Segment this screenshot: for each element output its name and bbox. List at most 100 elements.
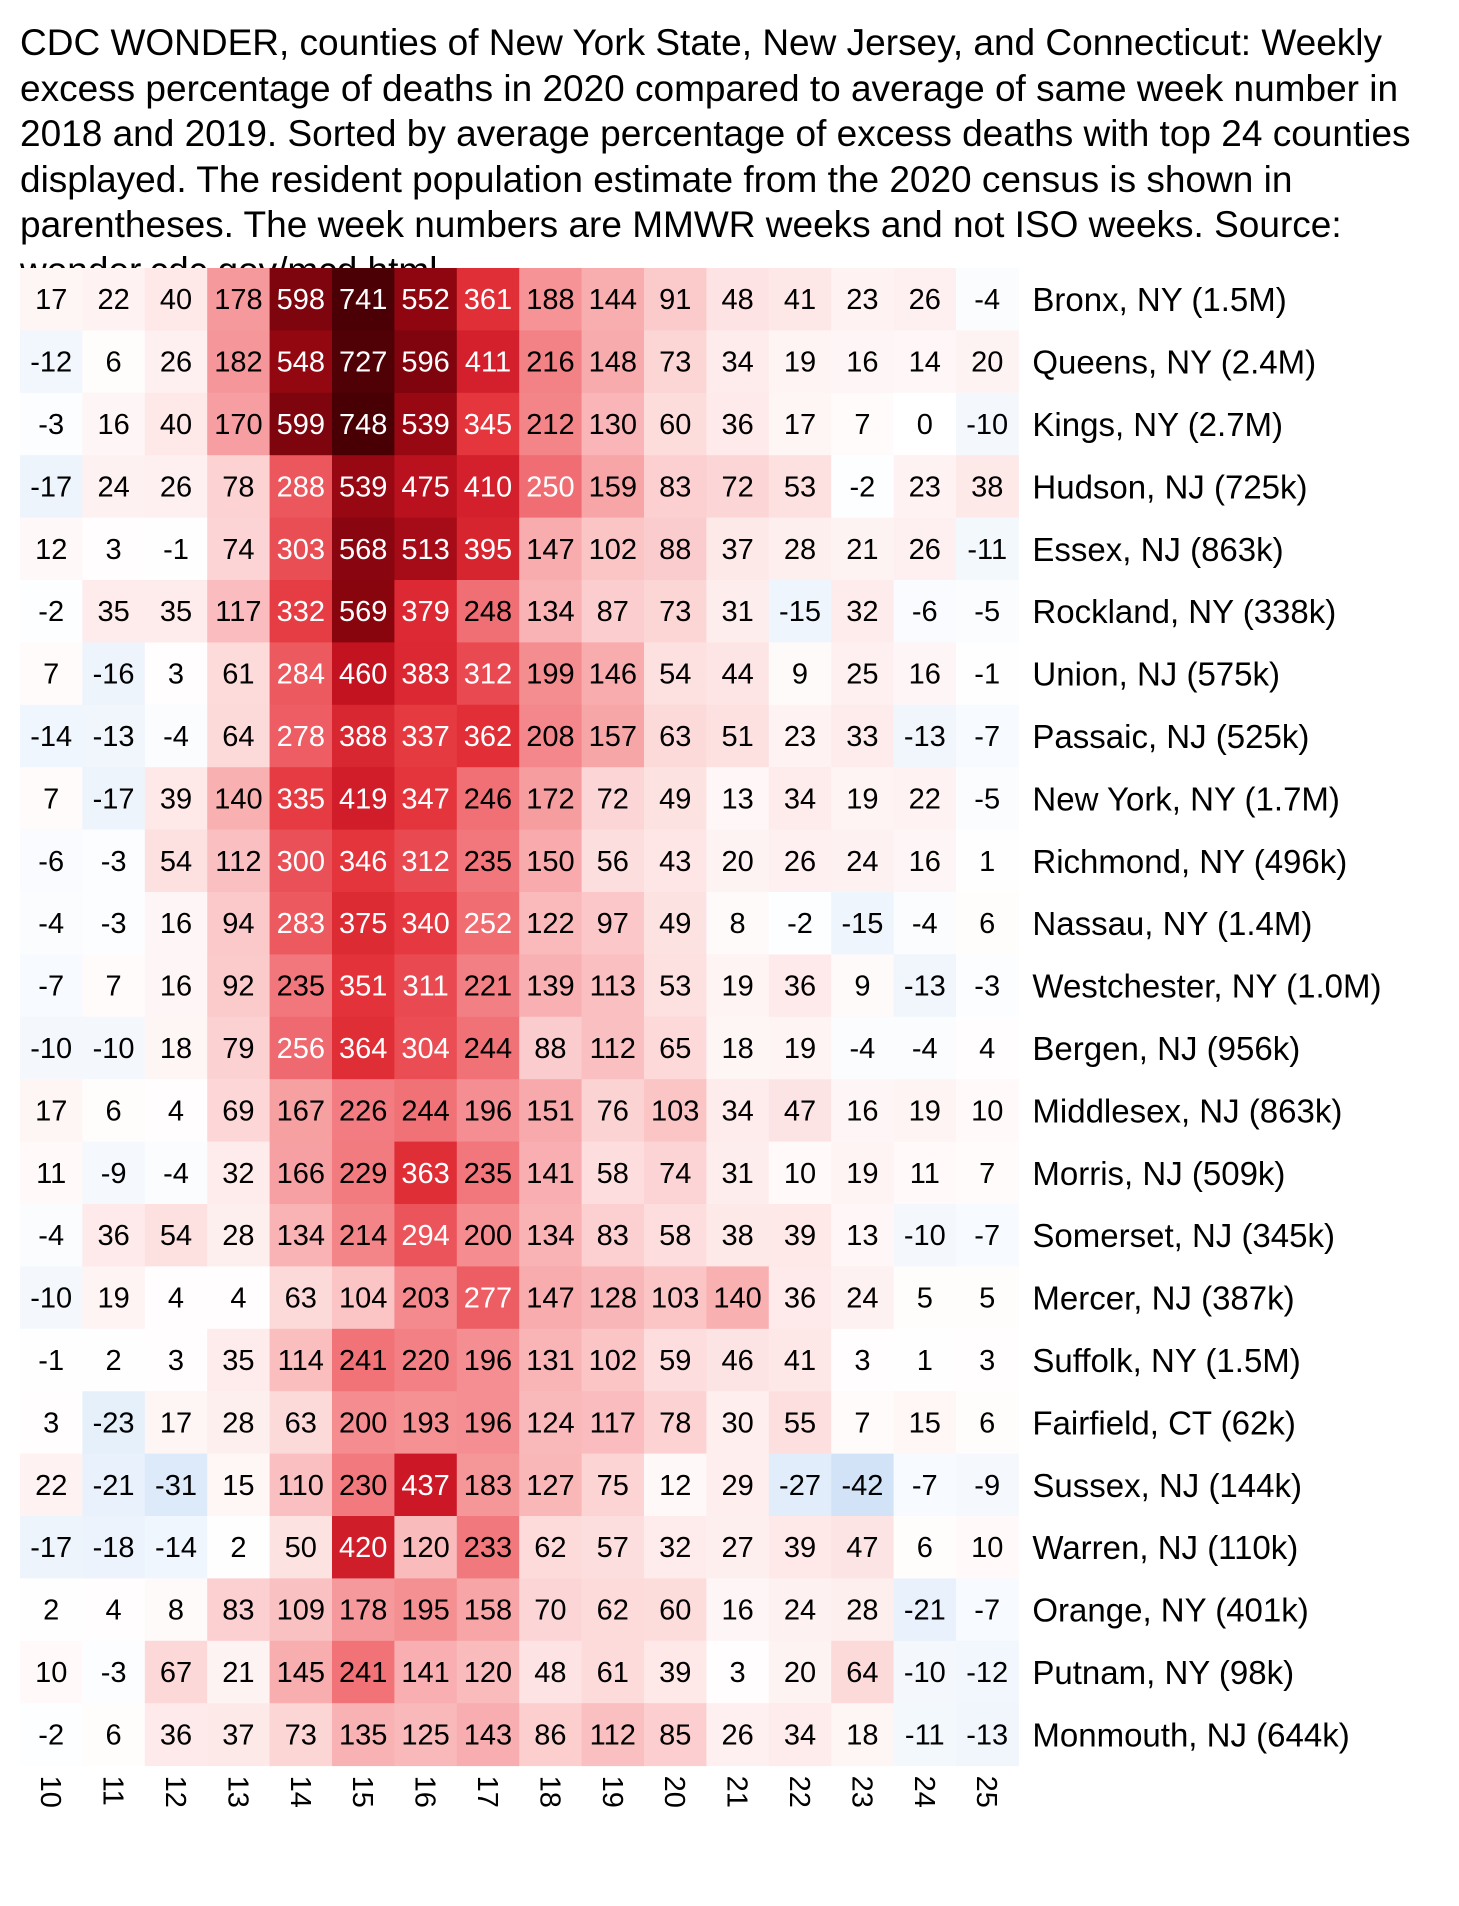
heatmap-cell	[394, 580, 458, 643]
cell-value-label: 4	[106, 1595, 122, 1627]
cell-value-label: -10	[966, 409, 1008, 441]
cell-value-label: 4	[230, 1283, 246, 1315]
row-label: Kings, NY (2.7M)	[1032, 406, 1283, 443]
cell-value-label: 37	[222, 1719, 254, 1751]
heatmap-cell	[207, 642, 271, 706]
heatmap-cell	[831, 1016, 895, 1080]
cell-value-label: 113	[590, 971, 636, 1003]
cell-value-label: -7	[912, 1470, 938, 1502]
heatmap-cell	[144, 642, 208, 706]
cell-value-label: 10	[35, 1657, 67, 1689]
cell-value-label: 36	[784, 1283, 816, 1315]
cell-value-label: 24	[846, 846, 878, 878]
cell-value-label: -10	[30, 1033, 72, 1065]
cell-value-label: 241	[339, 1657, 387, 1689]
cell-value-label: 8	[168, 1595, 184, 1627]
heatmap-cell	[394, 330, 458, 394]
cell-value-label: -23	[93, 1407, 135, 1439]
heatmap-cell	[644, 892, 707, 955]
heatmap-cell	[82, 642, 146, 706]
cell-value-label: 91	[659, 284, 691, 316]
cell-value-label: 102	[589, 534, 637, 566]
heatmap-cell	[20, 829, 83, 893]
heatmap-cell	[581, 1204, 645, 1267]
heatmap-cell	[82, 892, 146, 955]
cell-value-label: 16	[721, 1595, 753, 1627]
heatmap-cell	[144, 580, 208, 643]
heatmap-cell	[82, 580, 146, 643]
cell-value-label: 135	[339, 1719, 387, 1751]
heatmap-cell	[456, 892, 520, 955]
cell-value-label: 375	[339, 908, 387, 940]
x-tick-label: 15	[346, 1776, 378, 1808]
cell-value-label: -15	[841, 908, 883, 940]
cell-value-label: 7	[979, 1158, 995, 1190]
cell-value-label: 195	[401, 1595, 449, 1627]
heatmap-cell	[768, 1703, 832, 1767]
heatmap-cell	[956, 704, 1019, 768]
cell-value-label: 47	[846, 1532, 878, 1564]
cell-value-label: 283	[277, 908, 325, 940]
cell-value-label: 40	[160, 409, 192, 441]
cell-value-label: 141	[401, 1657, 449, 1689]
x-tick-label: 20	[658, 1776, 690, 1808]
heatmap-cell	[456, 330, 520, 394]
heatmap-cell	[332, 1141, 395, 1205]
heatmap-cell	[207, 392, 271, 456]
heatmap-cell	[144, 1391, 208, 1455]
x-tick-label: 12	[159, 1776, 191, 1808]
cell-value-label: 41	[784, 1345, 816, 1377]
cell-value-label: 235	[464, 846, 512, 878]
heatmap-cell	[207, 1079, 271, 1143]
cell-value-label: 170	[214, 409, 262, 441]
heatmap-cell	[581, 892, 645, 955]
cell-value-label: 60	[659, 1595, 691, 1627]
x-tick-label: 18	[533, 1776, 565, 1808]
heatmap-cell	[456, 580, 520, 643]
row-label: Hudson, NJ (725k)	[1032, 468, 1307, 505]
heatmap-cell	[20, 517, 83, 581]
heatmap-cell	[82, 1266, 146, 1330]
cell-value-label: 49	[659, 783, 691, 815]
heatmap-cell	[956, 1640, 1019, 1704]
heatmap-cell	[956, 1266, 1019, 1330]
heatmap-cell	[332, 1079, 395, 1143]
heatmap-cell	[456, 1328, 520, 1392]
cell-value-label: 29	[721, 1470, 753, 1502]
row-label: Sussex, NJ (144k)	[1032, 1467, 1302, 1504]
heatmap-cell	[269, 767, 333, 831]
cell-value-label: 28	[222, 1220, 254, 1252]
cell-value-label: 87	[597, 596, 629, 628]
row-label: Mercer, NJ (387k)	[1032, 1280, 1294, 1317]
cell-value-label: 128	[589, 1283, 637, 1315]
heatmap-cell	[269, 392, 333, 456]
heatmap-cell	[706, 642, 770, 706]
cell-value-label: 85	[659, 1719, 691, 1751]
cell-value-label: -6	[38, 846, 64, 878]
cell-value-label: 150	[526, 846, 574, 878]
cell-value-label: 134	[526, 1220, 574, 1252]
heatmap-cell	[20, 892, 83, 955]
heatmap-cell	[269, 1079, 333, 1143]
cell-value-label: 43	[659, 846, 691, 878]
cell-value-label: 83	[222, 1595, 254, 1627]
cell-value-label: 20	[971, 347, 1003, 379]
heatmap-cell	[269, 1391, 333, 1455]
cell-value-label: 9	[792, 659, 808, 691]
cell-value-label: 92	[222, 971, 254, 1003]
cell-value-label: 200	[339, 1407, 387, 1439]
heatmap-cell	[893, 954, 957, 1018]
cell-value-label: 3	[168, 1345, 184, 1377]
cell-value-label: -17	[93, 783, 135, 815]
cell-value-label: 65	[659, 1033, 691, 1065]
cell-value-label: 388	[339, 721, 387, 753]
cell-value-label: 203	[401, 1283, 449, 1315]
cell-value-label: 141	[526, 1158, 574, 1190]
cell-value-label: 120	[401, 1532, 449, 1564]
heatmap-cell	[581, 704, 645, 768]
heatmap-cell	[269, 1204, 333, 1267]
heatmap-cell	[456, 1079, 520, 1143]
row-labels: Bronx, NY (1.5M) Queens, NY (2.4M) Kings, …	[1032, 281, 1381, 1753]
heatmap-cell	[831, 517, 895, 581]
heatmap-cell	[706, 1453, 770, 1517]
